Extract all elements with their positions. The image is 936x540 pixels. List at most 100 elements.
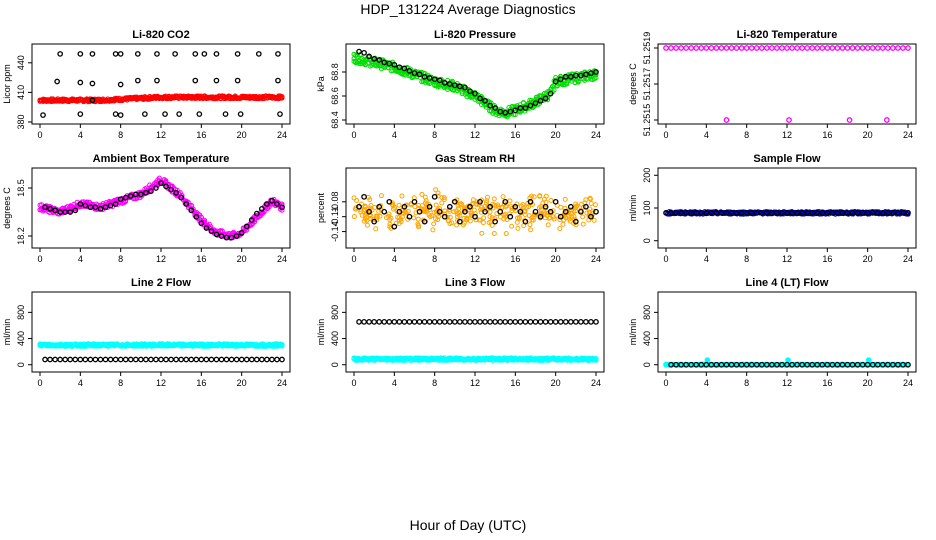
cloud-point bbox=[472, 211, 478, 217]
cloud-point bbox=[571, 214, 577, 220]
cloud-point bbox=[551, 216, 557, 222]
panel-title: Gas Stream RH bbox=[435, 153, 515, 165]
data-point bbox=[173, 356, 179, 363]
cloud-point bbox=[584, 210, 590, 216]
data-point bbox=[502, 319, 509, 325]
cloud-point bbox=[433, 202, 439, 208]
data-point bbox=[188, 356, 195, 363]
data-point bbox=[457, 83, 463, 90]
x-tick-label: 24 bbox=[591, 378, 601, 388]
x-tick-label: 8 bbox=[744, 254, 749, 264]
data-point bbox=[183, 356, 190, 363]
cloud-point bbox=[560, 221, 566, 227]
data-point bbox=[457, 218, 463, 225]
cloud-point bbox=[522, 218, 528, 224]
data-point bbox=[201, 51, 208, 57]
series-cloud bbox=[351, 187, 598, 237]
data-point bbox=[381, 59, 388, 66]
cloud-point bbox=[522, 212, 528, 218]
series-points bbox=[42, 180, 285, 241]
data-point bbox=[411, 70, 418, 77]
data-point bbox=[127, 356, 134, 363]
data-point bbox=[859, 45, 866, 51]
data-point bbox=[884, 45, 891, 51]
data-point bbox=[366, 53, 372, 60]
data-point bbox=[153, 356, 159, 363]
cloud-point bbox=[490, 205, 496, 211]
data-point bbox=[406, 319, 413, 325]
data-point bbox=[401, 65, 408, 72]
data-point bbox=[416, 71, 423, 78]
cloud-point bbox=[424, 207, 430, 213]
y-axis-label: ml/min bbox=[628, 195, 638, 222]
data-point bbox=[356, 203, 362, 210]
data-point bbox=[728, 45, 735, 51]
data-point bbox=[663, 361, 669, 368]
data-point bbox=[678, 45, 684, 51]
data-point bbox=[406, 213, 413, 220]
band-point bbox=[427, 81, 433, 87]
data-point bbox=[900, 45, 906, 51]
data-point bbox=[557, 76, 564, 83]
cloud-point bbox=[509, 223, 515, 229]
x-tick-label: 8 bbox=[744, 130, 749, 140]
cloud-point bbox=[456, 206, 462, 212]
band-point bbox=[202, 217, 208, 223]
data-point bbox=[864, 45, 871, 51]
data-point bbox=[228, 356, 235, 363]
data-point bbox=[799, 45, 805, 51]
data-point bbox=[482, 319, 488, 325]
data-point bbox=[743, 45, 750, 51]
data-point bbox=[148, 356, 154, 363]
data-point bbox=[865, 357, 872, 363]
cloud-point bbox=[396, 202, 402, 208]
cloud-point bbox=[476, 217, 482, 223]
data-point bbox=[77, 201, 84, 207]
data-point bbox=[441, 213, 448, 220]
data-point bbox=[192, 51, 199, 57]
data-point bbox=[814, 45, 821, 51]
data-point bbox=[243, 223, 250, 230]
data-point bbox=[431, 193, 438, 200]
data-point bbox=[819, 45, 826, 51]
data-point bbox=[223, 356, 230, 363]
data-point bbox=[188, 207, 195, 214]
data-point bbox=[472, 319, 478, 325]
y-tick-label: 18.2 bbox=[16, 227, 26, 245]
data-point bbox=[142, 111, 148, 117]
data-point bbox=[846, 117, 853, 123]
data-point bbox=[376, 57, 383, 63]
cloud-point bbox=[562, 196, 568, 202]
data-point bbox=[467, 203, 473, 210]
data-point bbox=[107, 356, 114, 363]
data-point bbox=[785, 357, 791, 363]
data-point bbox=[497, 108, 504, 115]
y-tick-label: 68.8 bbox=[330, 63, 340, 81]
data-point bbox=[277, 111, 283, 117]
data-point bbox=[723, 117, 730, 123]
data-point bbox=[704, 357, 711, 363]
data-point bbox=[593, 319, 599, 325]
data-point bbox=[238, 229, 245, 236]
series-points bbox=[356, 48, 599, 116]
data-point bbox=[208, 228, 215, 235]
y-axis-label: ml/min bbox=[316, 319, 326, 346]
data-point bbox=[758, 45, 765, 51]
data-point bbox=[688, 45, 695, 51]
data-point bbox=[168, 356, 174, 363]
data-point bbox=[391, 319, 398, 325]
data-point bbox=[537, 97, 544, 104]
cloud-point bbox=[528, 227, 534, 233]
data-point bbox=[97, 356, 104, 363]
y-tick-label: 51.2517 bbox=[642, 68, 652, 101]
cloud-point bbox=[430, 227, 436, 233]
band-point bbox=[198, 214, 204, 220]
series-points bbox=[356, 193, 599, 230]
band-point bbox=[279, 94, 285, 100]
data-point bbox=[578, 319, 584, 325]
cloud-point bbox=[504, 217, 510, 223]
data-point bbox=[40, 112, 46, 118]
data-point bbox=[723, 45, 730, 51]
cloud-point bbox=[378, 193, 384, 199]
cloud-point bbox=[377, 203, 383, 209]
